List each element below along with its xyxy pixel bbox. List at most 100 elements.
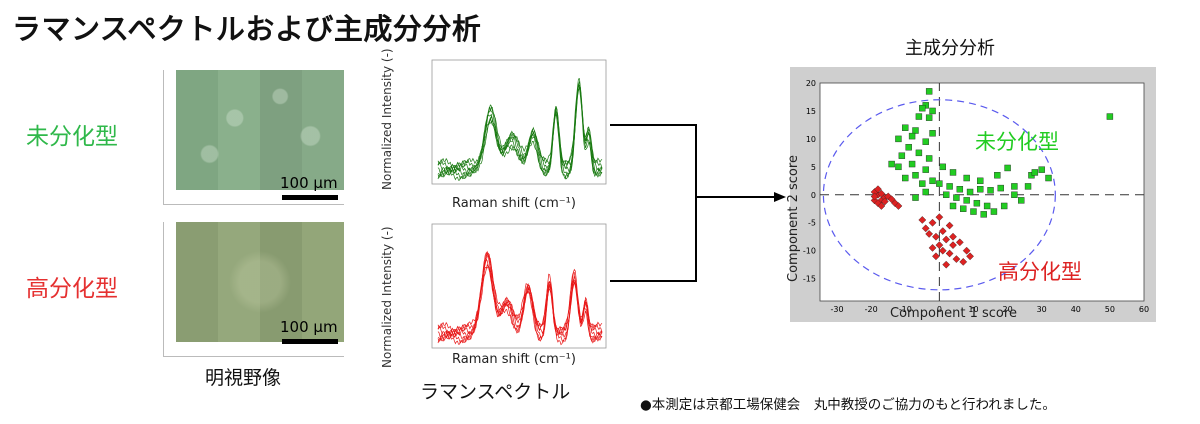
undifferentiated-point [973,199,981,207]
undifferentiated-point [1011,183,1018,190]
undifferentiated-point [895,163,902,171]
highly-differentiated-point [955,238,964,247]
undifferentiated-point [922,138,929,145]
undifferentiated-point [912,172,919,179]
undifferentiated-point [1011,191,1018,198]
undifferentiated-point [936,180,943,187]
undifferentiated-point [1038,166,1045,173]
y-tick-label: 5 [811,163,816,172]
spectrum-y-label: Normalized Intensity (-) [380,226,394,368]
undifferentiated-point [922,166,929,173]
highly-differentiated-point [935,213,944,222]
undifferentiated-point [953,194,960,201]
highly-differentiated-point [921,224,930,233]
undifferentiated-point [908,132,916,140]
spectrum-y-label: Normalized Intensity (-) [380,48,394,190]
undifferentiated-point [912,194,919,201]
x-tick-label: 30 [1037,305,1047,314]
undifferentiated-point [1018,197,1025,204]
undifferentiated-point [980,211,987,218]
x-tick-label: 60 [1139,305,1149,314]
x-tick-label: 50 [1105,305,1115,314]
highly-differentiated-point [894,202,903,210]
highly-differentiated-point [932,252,940,261]
scale-bar [282,339,338,344]
undifferentiated-point [1106,113,1114,120]
y-tick-label: 15 [806,107,816,116]
undifferentiated-point [915,149,923,157]
undifferentiated-point [970,208,977,215]
undifferentiated-point [939,163,946,171]
x-tick-label: 10 [968,305,978,314]
spectrum-trace [437,85,603,181]
y-tick-label: -15 [803,275,816,284]
undifferentiated-point [912,127,919,134]
undifferentiated-point [888,160,895,168]
undifferentiated-point [963,197,970,204]
undifferentiated-point [956,186,964,193]
undifferentiated-point [1031,169,1039,176]
highly-differentiated-point [942,235,951,244]
undifferentiated-point [919,180,926,187]
connector-line [695,196,777,198]
bullet-icon: ● [640,397,652,413]
x-tick-label: -20 [865,305,878,314]
highly-differentiated-label: 高分化型 [26,276,118,302]
spectra-caption: ラマンスペクトル [420,381,571,403]
y-tick-label: -5 [808,219,816,228]
scale-label: 100 μm [280,318,338,336]
pca-scatter-plot: -30 -20 -10 0 10 20 30 40 50 60 -15 -10 -5 0 5 10 15 20 [803,79,1149,314]
micrograph-undifferentiated: 100 μm [163,70,344,205]
undifferentiated-point [966,188,974,196]
undifferentiated-point [895,135,902,143]
undifferentiated-point [908,160,916,168]
undifferentiated-point [915,113,923,120]
highly-differentiated-point [932,232,940,241]
highly-differentiated-point [928,244,937,252]
highly-differentiated-point [959,257,968,266]
undifferentiated-point [1024,183,1032,190]
highly-differentiated-point [880,197,889,206]
highly-differentiated-point [874,185,882,194]
undifferentiated-point [977,177,984,185]
highly-differentiated-point [962,246,971,255]
spectrum-x-label: Raman shift (cm⁻¹) [452,352,576,367]
highly-differentiated-point [870,192,879,201]
undifferentiated-point [1045,174,1052,182]
connector-line [695,124,697,282]
undifferentiated-point [905,144,912,151]
undifferentiated-point [929,107,936,115]
highly-differentiated-point [870,196,879,205]
raman-spectrum-green [431,59,607,185]
undifferentiated-point [1000,202,1008,210]
highly-differentiated-point [945,221,954,230]
page-title: ラマンスペクトルおよび主成分分析 [12,12,482,46]
undifferentiated-point [946,183,953,190]
highly-differentiated-point [966,252,974,261]
undifferentiated-point [977,186,984,193]
pca-title: 主成分分析 [905,38,995,59]
spectrum-trace [437,250,603,339]
x-tick-label: -10 [899,305,912,314]
undifferentiated-point [949,202,957,210]
undifferentiated-point [919,104,926,112]
undifferentiated-point [898,152,906,159]
undifferentiated-label: 未分化型 [26,124,118,150]
micrograph-highly-differentiated: 100 μm [163,222,344,357]
undifferentiated-point [922,188,929,196]
y-tick-label: 10 [806,135,816,144]
highly-differentiated-point [935,241,944,249]
raman-spectrum-red [431,223,607,349]
highly-differentiated-point [918,216,927,224]
x-tick-label: 20 [1002,305,1012,314]
highly-differentiated-point [942,260,951,269]
microscopy-caption: 明視野像 [205,367,282,389]
x-tick-label: 40 [1071,305,1081,314]
undifferentiated-point [949,169,957,176]
pca-y-label: Component 2 score [786,155,801,282]
undifferentiated-point [902,124,909,131]
x-tick-label: 0 [937,305,942,314]
pca-annotation-undifferentiated: 未分化型 [975,130,1059,154]
undifferentiated-point [963,174,970,182]
undifferentiated-point [925,114,933,121]
